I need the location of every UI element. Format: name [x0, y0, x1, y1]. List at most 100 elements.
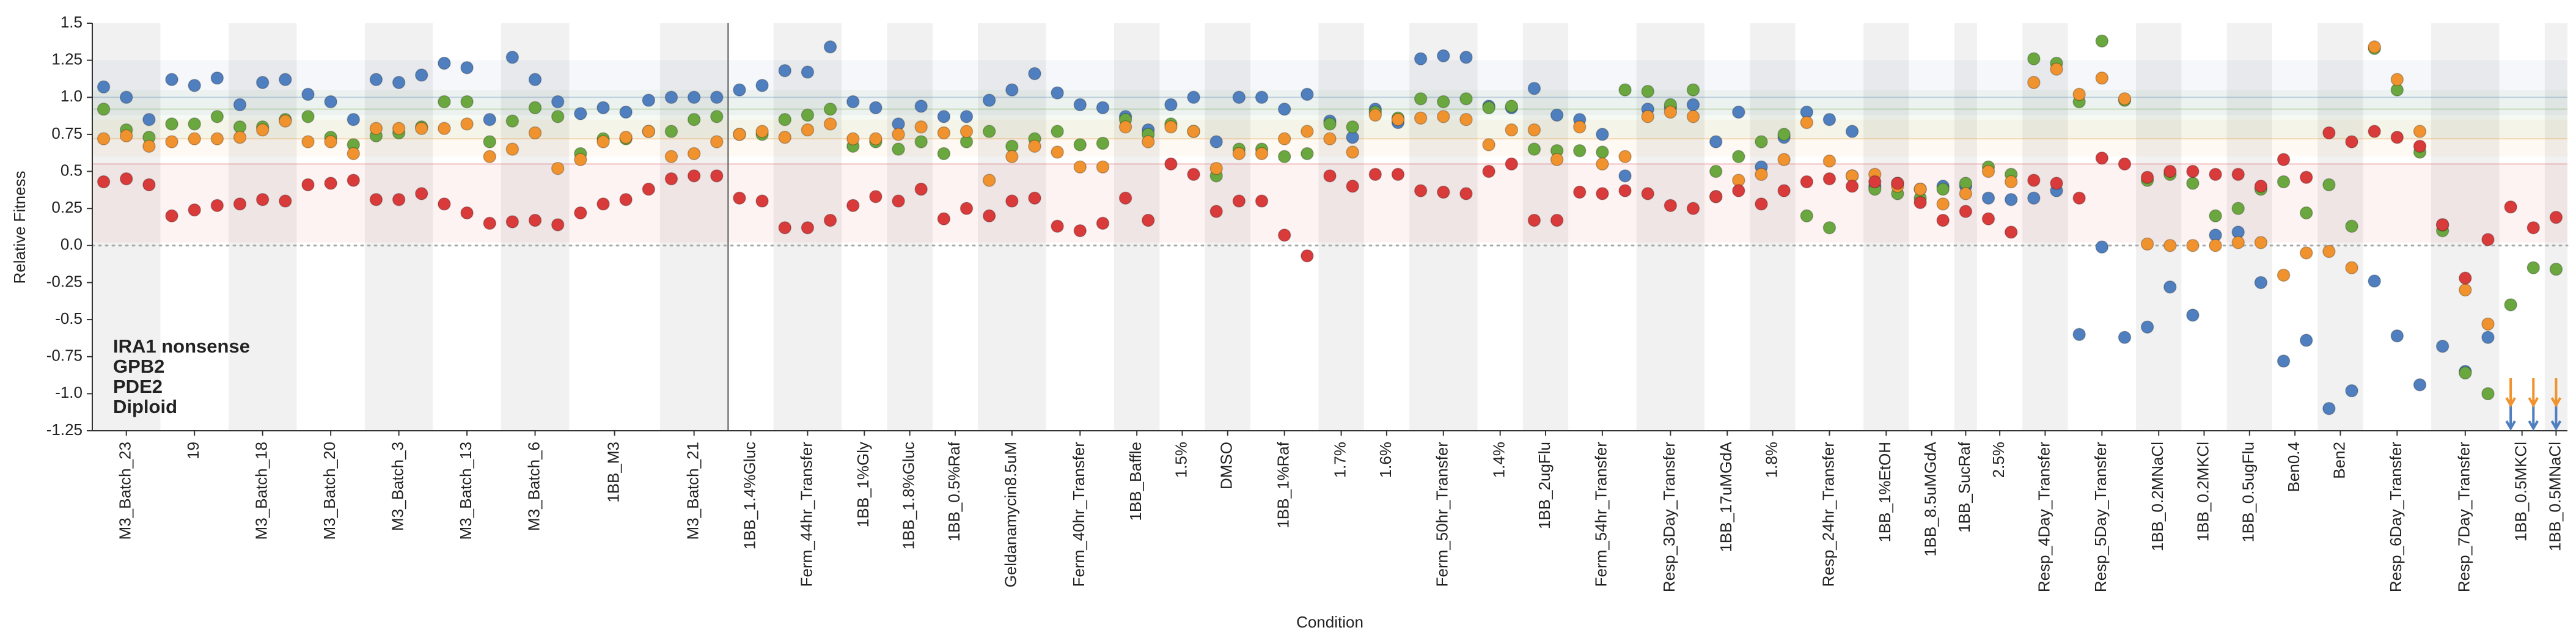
data-point [1959, 187, 1973, 200]
x-tick-label: 1.8% [1762, 442, 1780, 478]
data-point [2163, 239, 2177, 252]
data-point [415, 122, 428, 135]
x-tick-label: 1BB_1%Raf [1274, 441, 1293, 528]
data-point [551, 161, 565, 175]
data-point [210, 110, 224, 123]
data-point [2481, 317, 2495, 331]
data-point [2163, 280, 2177, 294]
data-point [483, 112, 496, 126]
data-point [596, 101, 610, 115]
data-point [914, 182, 928, 196]
x-tick-label: 19 [184, 442, 202, 459]
data-point [1073, 160, 1087, 174]
data-point [1732, 150, 1745, 164]
x-axis-title: Condition [1296, 613, 1363, 631]
x-tick-label: 1BB_0.2MNaCl [2148, 442, 2167, 551]
data-point [142, 112, 156, 126]
data-point [1845, 125, 1859, 138]
x-tick-label: M3_Batch_18 [252, 442, 271, 540]
x-tick-label: Ferm_40hr_Transfer [1070, 442, 1088, 587]
data-point [642, 125, 656, 138]
data-point [1391, 167, 1405, 181]
data-point [1437, 110, 1450, 123]
data-point [415, 68, 428, 82]
data-point [1914, 182, 1927, 196]
data-point [914, 120, 928, 134]
x-tick-label: Ferm_44hr_Transfer [797, 442, 815, 587]
data-point [1164, 120, 1178, 134]
data-point [2299, 246, 2313, 260]
data-point [2413, 378, 2427, 392]
data-point [801, 123, 815, 137]
category-shade [2226, 23, 2272, 431]
data-point [1232, 194, 1246, 208]
data-point [960, 125, 974, 138]
data-point [1596, 128, 1609, 141]
legend-entry: GPB2 [113, 356, 164, 377]
data-point [1981, 212, 1995, 225]
data-point [2095, 151, 2109, 165]
data-point [960, 110, 974, 123]
data-point [1096, 136, 1110, 150]
data-point [188, 117, 201, 131]
data-point [1437, 95, 1450, 109]
data-point [2435, 339, 2449, 353]
data-point [2072, 87, 2086, 101]
data-point [483, 135, 496, 148]
data-point [1118, 120, 1132, 134]
x-tick-label: 1BB_2ugFlu [1535, 442, 1554, 529]
data-point [119, 129, 133, 143]
data-point [2345, 261, 2358, 274]
data-point [2004, 192, 2018, 207]
data-point [574, 107, 587, 120]
data-point [1142, 135, 1155, 148]
data-point [97, 102, 111, 116]
data-point [2299, 334, 2313, 347]
y-tick-label: -0.5 [55, 309, 83, 327]
data-point [869, 132, 883, 145]
data-point [1323, 117, 1337, 131]
data-point [2209, 209, 2222, 223]
data-point [2027, 191, 2041, 205]
data-point [1301, 249, 1314, 263]
data-point [2118, 157, 2132, 171]
data-point [1005, 83, 1019, 97]
data-point [1550, 213, 1564, 227]
data-point [2072, 327, 2086, 342]
category-shade [1205, 23, 1250, 431]
data-point [687, 147, 701, 161]
data-point [1527, 142, 1541, 156]
data-point [937, 110, 951, 123]
data-point [1800, 115, 1814, 130]
data-point [2368, 274, 2381, 288]
x-tick-label: 1BB_Baffle [1126, 442, 1145, 521]
data-point [1028, 67, 1041, 81]
data-point [347, 174, 361, 187]
data-point [255, 123, 270, 137]
data-point [2050, 62, 2063, 76]
data-point [1618, 83, 1632, 97]
data-point [664, 125, 678, 138]
data-point [1800, 175, 1814, 189]
data-point [1686, 110, 1700, 123]
data-point [2299, 206, 2313, 220]
data-point [2526, 261, 2541, 274]
data-point [1028, 191, 1041, 205]
data-point [1051, 145, 1064, 159]
data-point [1822, 112, 1837, 126]
data-point [1822, 221, 1837, 235]
data-point [664, 172, 678, 186]
data-point [1414, 92, 1428, 106]
data-point [1187, 125, 1200, 138]
legend-entry: IRA1 nonsense [113, 335, 250, 357]
data-point [2095, 34, 2109, 48]
data-point [2390, 131, 2404, 144]
data-point [142, 178, 156, 192]
data-point [2345, 384, 2358, 398]
data-point [1277, 229, 1291, 242]
data-point [1368, 108, 1382, 122]
data-point [460, 95, 474, 109]
data-point [1323, 169, 1337, 183]
data-point [1981, 191, 1995, 205]
data-point [2549, 210, 2563, 224]
